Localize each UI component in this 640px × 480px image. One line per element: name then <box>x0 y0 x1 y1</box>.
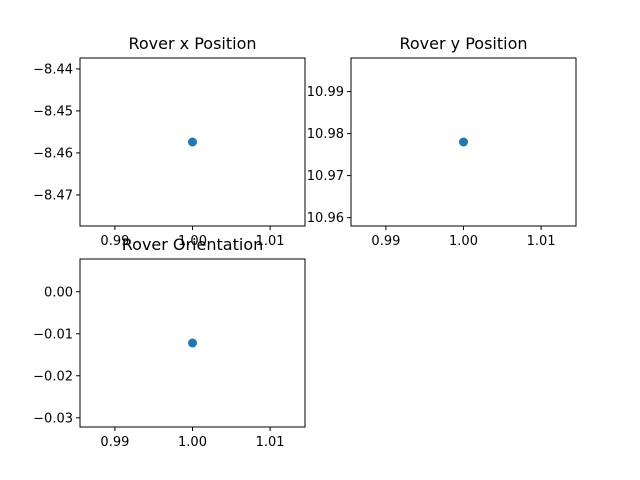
y-tick-label: 10.97 <box>307 169 344 184</box>
x-tick-label: 0.99 <box>371 234 400 249</box>
x-tick-label: 1.01 <box>527 234 556 249</box>
subplot-2: 0.99 1.00 1.01 10.99 10.98 10.97 10.96 Rover y … <box>307 34 577 249</box>
subplot-3: 0.99 1.00 1.01 0.00 −0.01 −0.02 −0.03 Rover Ori… <box>33 235 306 450</box>
plot-title: Rover Orientation <box>122 235 264 254</box>
x-tick-label: 1.00 <box>178 234 207 249</box>
y-tick-label: −0.01 <box>33 327 73 342</box>
data-point <box>459 137 468 147</box>
y-tick-label: −0.03 <box>33 411 73 426</box>
subplot-1: 0.99 1.00 1.01 −8.44 −8.45 −8.46 −8.47 Rover x … <box>33 34 306 249</box>
y-tick-label: 10.98 <box>307 127 344 142</box>
x-tick-label: 1.00 <box>449 234 478 249</box>
x-tick-label: 0.99 <box>100 234 129 249</box>
y-tick-label: −8.44 <box>33 62 73 77</box>
plot-title: Rover x Position <box>128 34 256 53</box>
y-tick-label: −8.45 <box>33 104 73 119</box>
x-tick-label: 1.00 <box>178 435 207 450</box>
y-tick-label: −8.47 <box>33 188 73 203</box>
y-tick-label: −8.46 <box>33 146 73 161</box>
y-tick-label: −0.02 <box>33 369 73 384</box>
data-point <box>188 338 197 348</box>
y-tick-label: 10.99 <box>307 85 344 100</box>
data-point <box>188 137 197 147</box>
x-tick-label: 0.99 <box>100 435 129 450</box>
x-tick-label: 1.01 <box>256 435 285 450</box>
x-tick-label: 1.01 <box>256 234 285 249</box>
y-tick-label: 10.96 <box>307 211 344 226</box>
plot-title: Rover y Position <box>399 34 527 53</box>
y-tick-label: 0.00 <box>44 285 73 300</box>
